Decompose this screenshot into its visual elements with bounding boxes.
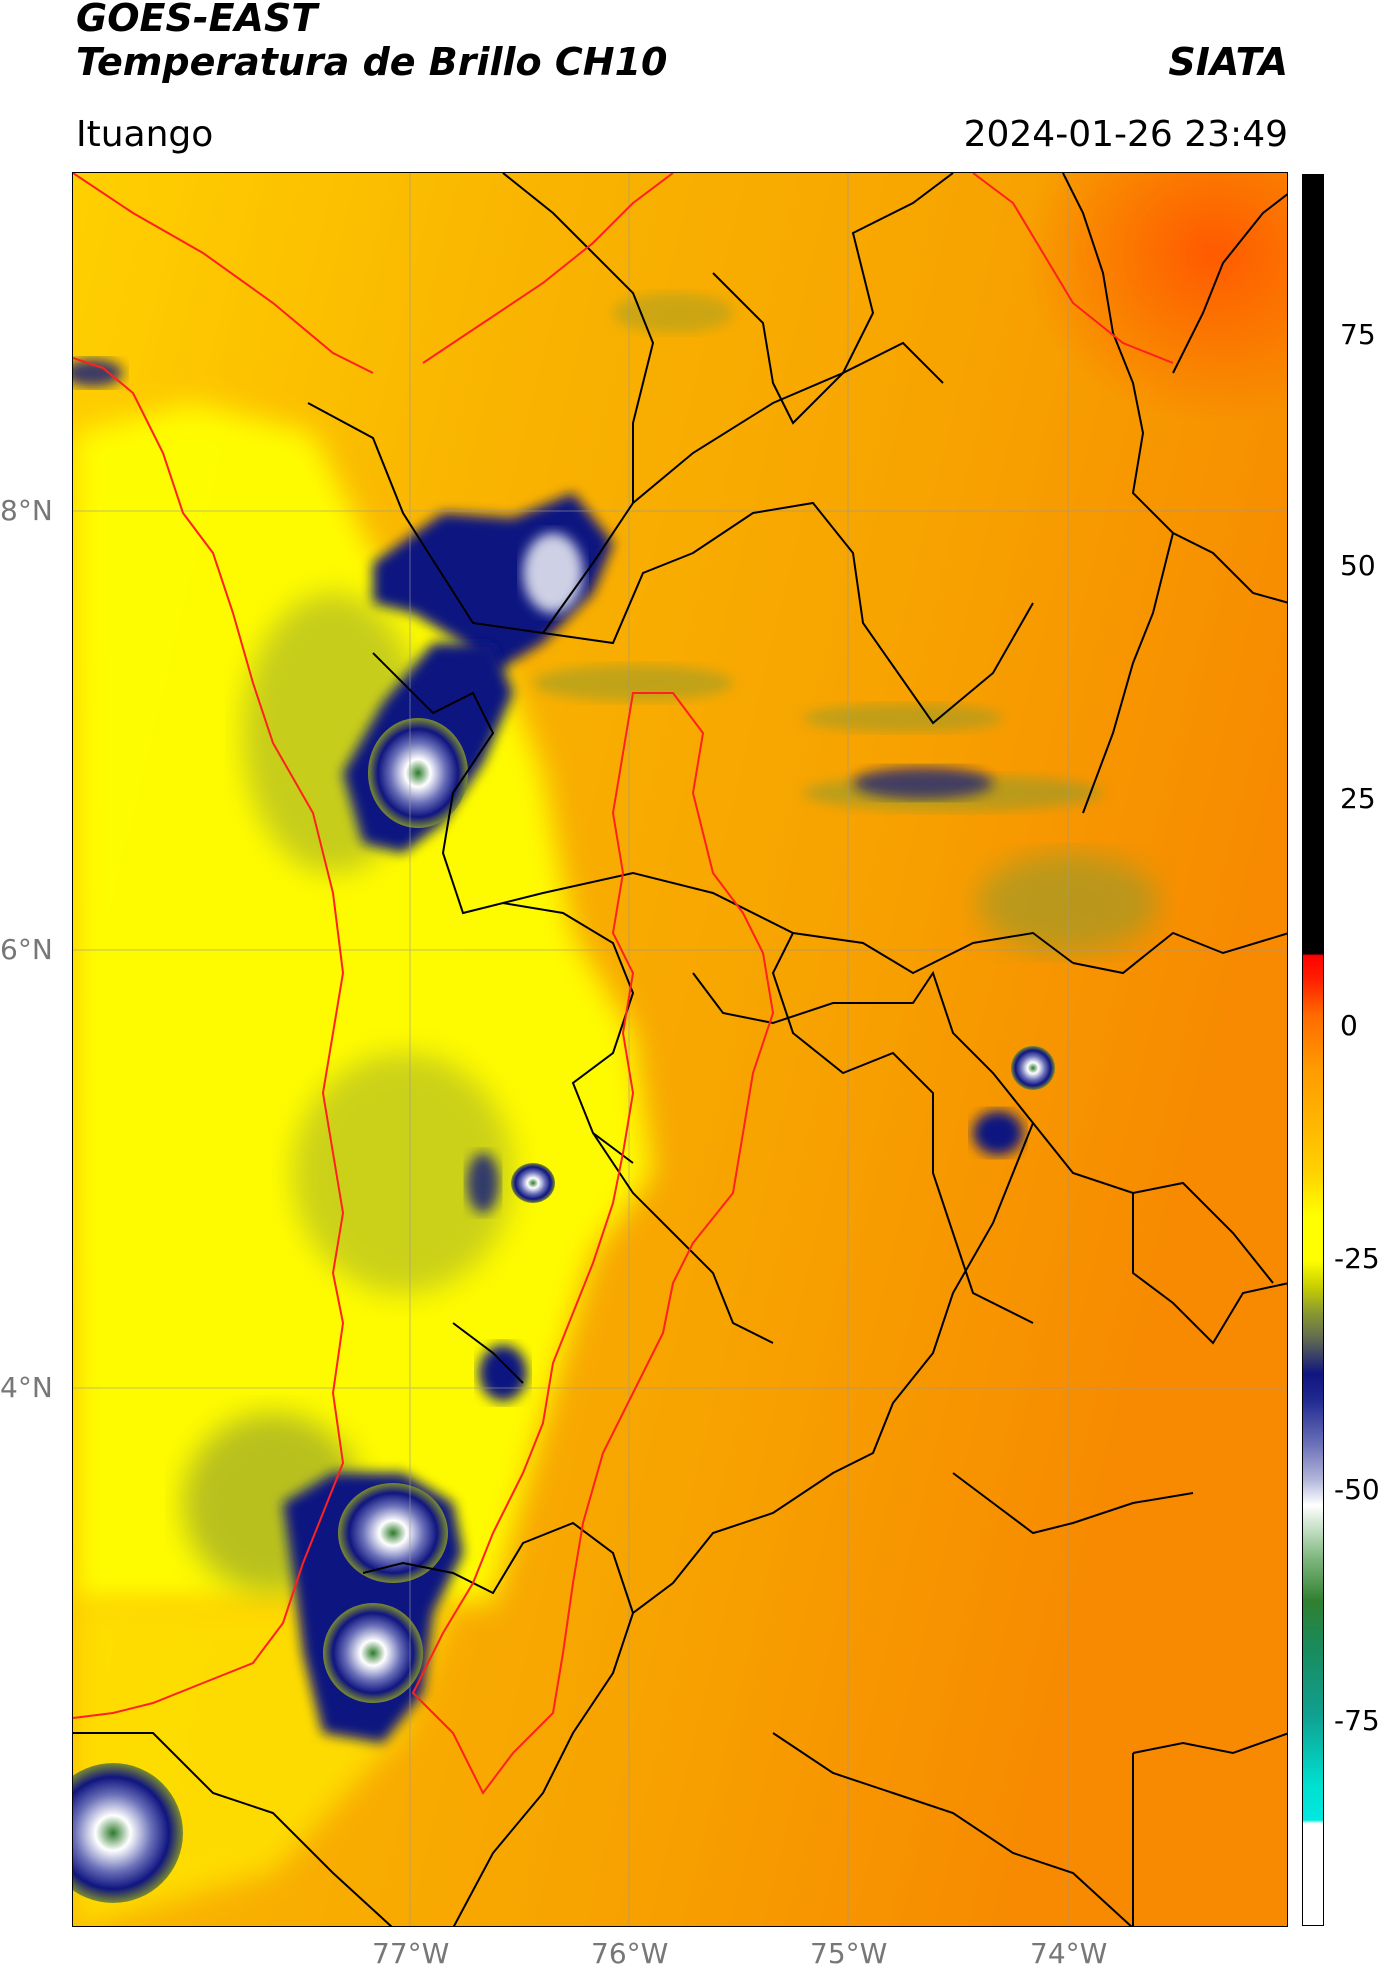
- olive-band-3: [803, 704, 1003, 732]
- lon-tick-75w: 75°W: [810, 1937, 888, 1970]
- storm-cell-east: [1011, 1046, 1055, 1090]
- region-label: Ituango: [76, 114, 214, 155]
- storm-cell-central-core: [368, 718, 468, 828]
- lat-tick-6n: 6°N: [0, 933, 53, 966]
- storm-cell-east-large: [853, 767, 993, 799]
- storm-cell-east-2: [973, 1111, 1023, 1155]
- colorbar-tick-minus25: -25: [1334, 1242, 1380, 1275]
- datetime-label: 2024-01-26 23:49: [963, 114, 1288, 155]
- agency-label: SIATA: [1168, 40, 1288, 84]
- colorbar: [1302, 174, 1324, 1926]
- colorbar-tick-50: 50: [1340, 549, 1376, 582]
- map-canvas: [73, 173, 1287, 1926]
- colorbar-tick-25: 25: [1340, 782, 1376, 815]
- satellite-title: GOES-EAST: [76, 0, 318, 40]
- olive-band-4: [613, 293, 733, 333]
- colorbar-tick-0: 0: [1340, 1009, 1358, 1042]
- storm-cell-south-core-1: [338, 1483, 448, 1583]
- brightness-temperature-map[interactable]: [72, 172, 1288, 1927]
- storm-cell-small: [479, 1345, 527, 1401]
- lon-tick-76w: 76°W: [591, 1937, 669, 1970]
- storm-cell-south-core-2: [323, 1603, 423, 1703]
- storm-cell-mid: [511, 1163, 555, 1203]
- warm-ne-region: [1023, 173, 1287, 423]
- storm-cell-north-core: [523, 533, 583, 613]
- lon-tick-74w: 74°W: [1030, 1937, 1108, 1970]
- storm-cell-southwest: [73, 1763, 183, 1903]
- olive-region-2: [293, 1053, 513, 1293]
- product-title: Temperatura de Brillo CH10: [76, 40, 668, 84]
- watershed-boundary: [73, 173, 1174, 1795]
- colorbar-tick-minus75: -75: [1334, 1704, 1380, 1737]
- colorbar-tick-minus50: -50: [1334, 1473, 1380, 1506]
- storm-cell-northwest: [73, 359, 123, 387]
- olive-band-2: [533, 665, 733, 701]
- lat-tick-4n: 4°N: [0, 1371, 53, 1404]
- storm-cell-mid-2: [467, 1153, 499, 1213]
- admin-borders: [73, 173, 1287, 1926]
- lat-tick-8n: 8°N: [0, 494, 53, 527]
- gridlines: [73, 173, 1287, 1926]
- lon-tick-77w: 77°W: [372, 1937, 450, 1970]
- colorbar-tick-75: 75: [1340, 318, 1376, 351]
